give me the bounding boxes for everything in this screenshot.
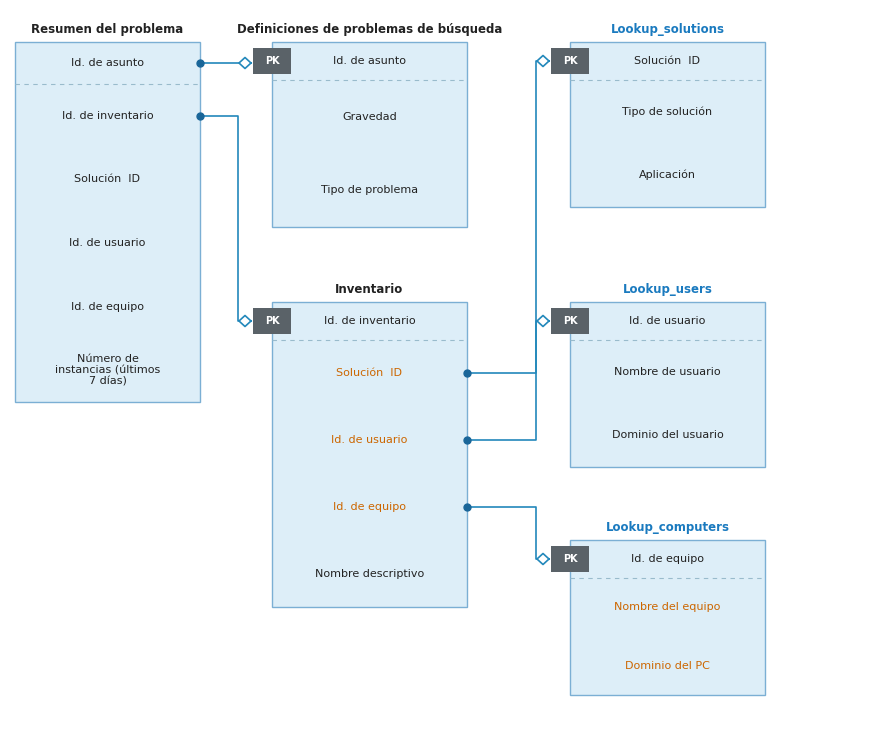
Text: Id. de usuario: Id. de usuario (332, 435, 407, 445)
FancyBboxPatch shape (15, 42, 200, 402)
FancyBboxPatch shape (570, 42, 765, 207)
Text: Solución  ID: Solución ID (634, 56, 700, 66)
FancyBboxPatch shape (570, 302, 765, 467)
Text: Tipo de solución: Tipo de solución (623, 107, 713, 117)
FancyBboxPatch shape (253, 48, 291, 74)
Text: Dominio del PC: Dominio del PC (625, 661, 710, 670)
Text: Nombre descriptivo: Nombre descriptivo (315, 568, 424, 579)
Text: Id. de asunto: Id. de asunto (333, 56, 406, 66)
Text: Definiciones de problemas de búsqueda: Definiciones de problemas de búsqueda (236, 23, 502, 36)
Text: PK: PK (563, 316, 578, 326)
FancyBboxPatch shape (551, 48, 589, 74)
Text: Lookup_computers: Lookup_computers (606, 521, 729, 534)
Text: Nombre de usuario: Nombre de usuario (614, 367, 721, 377)
FancyBboxPatch shape (551, 546, 589, 572)
Text: Lookup_solutions: Lookup_solutions (610, 23, 724, 36)
Text: PK: PK (265, 316, 280, 326)
Text: Id. de asunto: Id. de asunto (71, 58, 144, 68)
Text: Dominio del usuario: Dominio del usuario (611, 430, 723, 440)
Text: Número de
instancias (últimos
7 días): Número de instancias (últimos 7 días) (55, 354, 161, 387)
Text: Gravedad: Gravedad (342, 112, 397, 122)
Text: Tipo de problema: Tipo de problema (321, 185, 418, 195)
Text: Solución  ID: Solución ID (337, 369, 402, 378)
Text: PK: PK (563, 554, 578, 564)
FancyBboxPatch shape (570, 540, 765, 695)
Text: Id. de inventario: Id. de inventario (324, 316, 415, 326)
Text: Id. de equipo: Id. de equipo (333, 502, 406, 512)
Text: Aplicación: Aplicación (639, 170, 696, 181)
Text: Id. de equipo: Id. de equipo (71, 302, 144, 312)
Text: PK: PK (563, 56, 578, 66)
Text: Resumen del problema: Resumen del problema (32, 23, 183, 36)
Text: Lookup_users: Lookup_users (623, 283, 713, 296)
Text: Id. de inventario: Id. de inventario (62, 111, 153, 121)
Text: Nombre del equipo: Nombre del equipo (614, 602, 721, 612)
Text: Solución  ID: Solución ID (74, 175, 140, 184)
Text: Inventario: Inventario (335, 283, 404, 296)
FancyBboxPatch shape (551, 308, 589, 334)
Text: Id. de equipo: Id. de equipo (631, 554, 704, 564)
FancyBboxPatch shape (272, 302, 467, 607)
Text: Id. de usuario: Id. de usuario (70, 238, 146, 248)
FancyBboxPatch shape (272, 42, 467, 227)
Text: PK: PK (265, 56, 280, 66)
Text: Id. de usuario: Id. de usuario (630, 316, 706, 326)
FancyBboxPatch shape (253, 308, 291, 334)
